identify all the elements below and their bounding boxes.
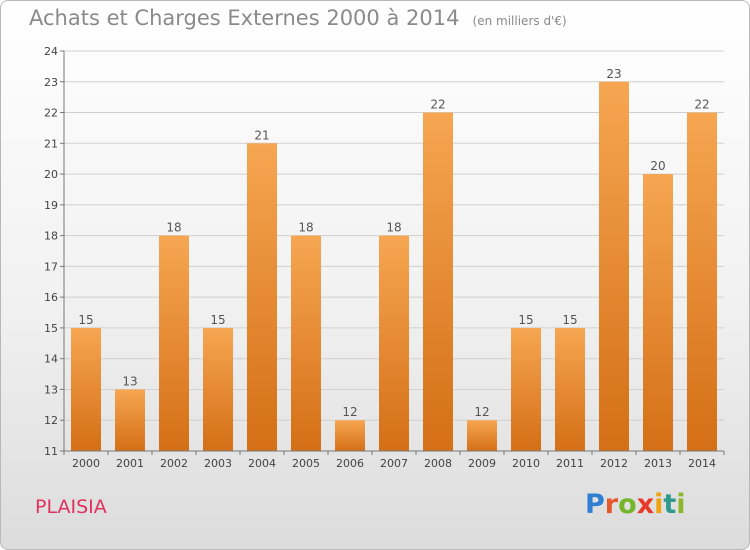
chart-unit: (en milliers d'€) bbox=[472, 14, 567, 28]
bar-2005 bbox=[291, 235, 321, 451]
bar-2003 bbox=[203, 327, 233, 451]
bar-2004 bbox=[247, 143, 277, 452]
y-tick-label: 13 bbox=[44, 383, 58, 396]
logo-letter: r bbox=[604, 489, 619, 520]
value-label-2004: 21 bbox=[254, 128, 269, 142]
bar-2002 bbox=[159, 235, 189, 451]
x-tick-label-2011: 2011 bbox=[556, 457, 584, 470]
value-label-2000: 15 bbox=[78, 313, 93, 327]
value-label-2013: 20 bbox=[650, 159, 665, 173]
bar-2007 bbox=[379, 235, 409, 451]
y-tick-label: 19 bbox=[44, 199, 58, 212]
value-label-2007: 18 bbox=[386, 221, 401, 235]
logo-letter: i bbox=[676, 489, 686, 520]
x-tick-label-2010: 2010 bbox=[512, 457, 540, 470]
logo-letter: o bbox=[618, 489, 637, 520]
x-tick-label-2012: 2012 bbox=[600, 457, 628, 470]
value-label-2009: 12 bbox=[474, 405, 489, 419]
bar-2013 bbox=[643, 174, 673, 452]
bar-2001 bbox=[115, 389, 145, 451]
logo-letter: P bbox=[585, 489, 605, 520]
y-tick-label: 15 bbox=[44, 322, 58, 335]
y-tick-label: 18 bbox=[44, 230, 58, 243]
x-tick-label-2005: 2005 bbox=[292, 457, 320, 470]
x-tick-label-2003: 2003 bbox=[204, 457, 232, 470]
bar-2014 bbox=[687, 112, 717, 452]
bar-2010 bbox=[511, 327, 541, 451]
x-tick-label-2000: 2000 bbox=[72, 457, 100, 470]
value-label-2006: 12 bbox=[342, 405, 357, 419]
chart-title: Achats et Charges Externes 2000 à 2014 bbox=[29, 6, 460, 30]
y-tick-label: 12 bbox=[44, 414, 58, 427]
value-label-2008: 22 bbox=[430, 98, 445, 112]
y-tick-label: 20 bbox=[44, 168, 58, 181]
y-tick-label: 24 bbox=[44, 45, 58, 58]
x-tick-label-2013: 2013 bbox=[644, 457, 672, 470]
bar-2012 bbox=[599, 81, 629, 452]
value-label-2010: 15 bbox=[518, 313, 533, 327]
value-label-2014: 22 bbox=[694, 98, 709, 112]
value-label-2001: 13 bbox=[122, 374, 137, 388]
bar-2000 bbox=[71, 327, 101, 451]
x-tick-label-2006: 2006 bbox=[336, 457, 364, 470]
y-tick-label: 14 bbox=[44, 353, 58, 366]
bar-2011 bbox=[555, 327, 585, 451]
y-tick-label: 11 bbox=[44, 445, 58, 458]
logo-letter: t bbox=[663, 489, 677, 520]
y-tick-label: 21 bbox=[44, 137, 58, 150]
x-tick-label-2004: 2004 bbox=[248, 457, 276, 470]
y-tick-label: 22 bbox=[44, 107, 58, 120]
bar-2006 bbox=[335, 420, 365, 451]
x-tick-label-2001: 2001 bbox=[116, 457, 144, 470]
bar-2008 bbox=[423, 112, 453, 452]
logo-letter: i bbox=[654, 489, 664, 520]
chart-title-block: Achats et Charges Externes 2000 à 2014 (… bbox=[29, 6, 567, 30]
axes: 11 12 13 14 15 16 17 18 19 20 21 22 23 24 2000 2001 2002… bbox=[44, 45, 725, 470]
value-label-2002: 18 bbox=[166, 221, 181, 235]
value-label-2011: 15 bbox=[562, 313, 577, 327]
commune-name: PLAISIA bbox=[35, 496, 107, 518]
value-label-2005: 18 bbox=[298, 221, 313, 235]
x-tick-label-2002: 2002 bbox=[160, 457, 188, 470]
logo-letter: x bbox=[636, 489, 655, 520]
bar-2009 bbox=[467, 420, 497, 451]
y-tick-label: 17 bbox=[44, 260, 58, 273]
value-label-2003: 15 bbox=[210, 313, 225, 327]
bars: 15 13 18 15 21 18 12 18 22 12 15 15 23 20 22 bbox=[71, 67, 717, 452]
y-tick-label: 23 bbox=[44, 76, 58, 89]
x-tick-label-2008: 2008 bbox=[424, 457, 452, 470]
value-label-2012: 23 bbox=[606, 67, 621, 81]
proxiti-logo: Proxiti bbox=[585, 489, 686, 520]
x-tick-label-2014: 2014 bbox=[688, 457, 716, 470]
y-tick-label: 16 bbox=[44, 291, 58, 304]
x-tick-label-2009: 2009 bbox=[468, 457, 496, 470]
x-tick-label-2007: 2007 bbox=[380, 457, 408, 470]
